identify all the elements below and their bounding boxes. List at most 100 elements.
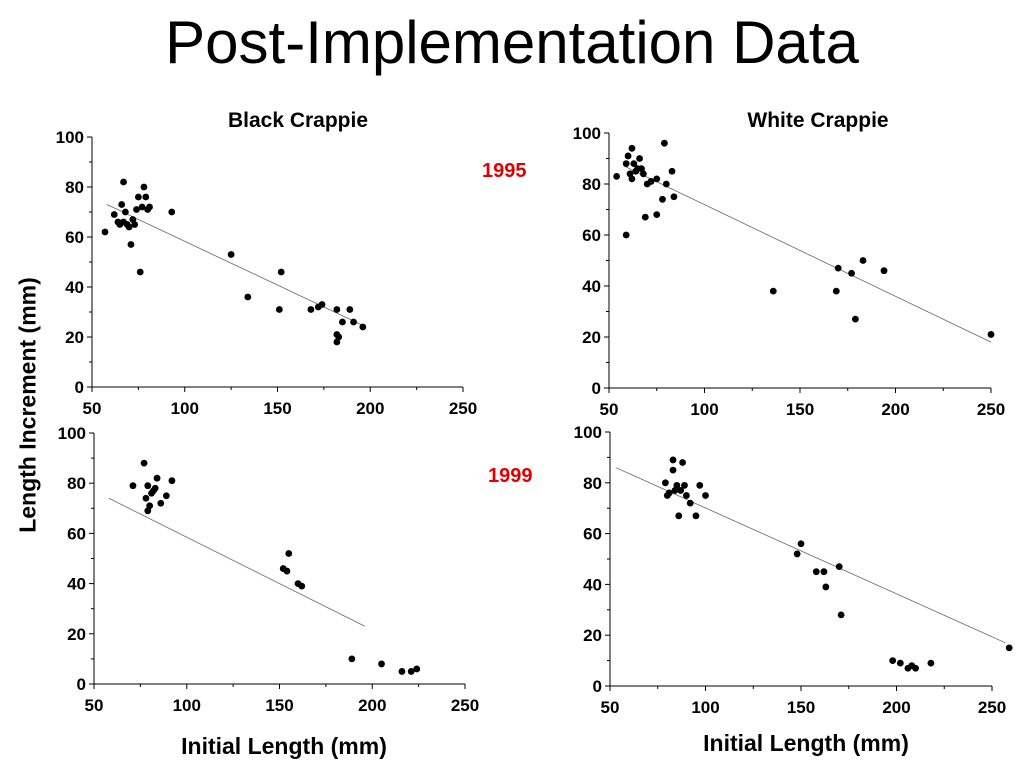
data-point	[146, 502, 154, 510]
y-tick-label: 100	[573, 124, 601, 143]
data-point	[151, 484, 159, 492]
data-point	[622, 231, 630, 239]
data-point	[636, 155, 643, 162]
data-point	[683, 492, 690, 499]
data-point	[335, 333, 343, 341]
data-point	[140, 183, 148, 191]
data-point	[820, 568, 828, 576]
data-point	[144, 482, 152, 490]
x-tick-label: 150	[787, 698, 815, 717]
y-tick-label: 60	[65, 228, 84, 247]
x-tick-label: 50	[600, 400, 619, 419]
data-point	[834, 264, 842, 272]
data-point	[307, 306, 315, 313]
data-point	[359, 323, 367, 331]
data-point	[333, 306, 341, 313]
y-tick-label: 40	[67, 575, 86, 594]
data-point	[639, 170, 647, 178]
data-point	[670, 193, 678, 201]
x-tick-label: 100	[171, 399, 199, 418]
data-point	[859, 257, 867, 264]
y-tick-label: 0	[75, 378, 84, 397]
scatter-panel-white-crappie-1999: 0 20 40 60 80 100 50 100 150 200 250	[574, 423, 1013, 717]
data-point	[127, 241, 135, 248]
y-axis-label: Length Increment (mm)	[14, 277, 41, 533]
data-point	[378, 660, 385, 668]
data-point	[162, 492, 170, 500]
data-point	[681, 481, 688, 489]
data-point	[675, 512, 683, 520]
data-point	[613, 172, 621, 180]
data-point	[318, 301, 326, 308]
data-point	[927, 659, 935, 667]
data-point	[121, 208, 129, 216]
data-point	[110, 211, 118, 218]
y-tick-label: 20	[67, 625, 86, 644]
x-tick-label: 100	[173, 696, 201, 715]
y-tick-label: 80	[582, 175, 601, 194]
y-tick-label: 40	[582, 277, 601, 296]
data-point	[118, 201, 126, 208]
x-tick-label: 200	[881, 400, 909, 419]
data-point	[626, 170, 634, 178]
data-point	[822, 583, 830, 591]
x-axis-label-right: Initial Length (mm)	[703, 730, 909, 756]
data-point	[696, 481, 704, 489]
data-point	[686, 499, 694, 507]
data-point	[630, 160, 638, 168]
x-tick-label: 200	[356, 399, 384, 418]
y-tick-label: 100	[574, 423, 602, 442]
data-point	[665, 489, 673, 497]
data-point	[769, 287, 777, 295]
y-tick-label: 0	[77, 675, 86, 694]
data-point	[889, 657, 897, 664]
y-tick-label: 80	[65, 178, 84, 197]
data-point	[679, 459, 686, 466]
data-point	[641, 213, 649, 221]
scatter-panel-white-crappie-1995: 0 20 40 60 80 100 50 100 150 200 250	[573, 124, 1006, 419]
data-point	[661, 479, 669, 487]
y-tick-label: 20	[582, 328, 601, 347]
data-point	[138, 203, 146, 211]
y-tick-label: 0	[593, 677, 602, 696]
x-tick-label: 150	[263, 399, 291, 418]
x-tick-label: 150	[786, 400, 814, 419]
scatter-panel-black-crappie-1995: 0 20 40 60 80 100 50 100 150 200 250	[56, 128, 478, 418]
x-tick-label: 100	[691, 698, 719, 717]
data-point	[622, 160, 630, 168]
data-point	[668, 167, 676, 175]
page-title: Post-Implementation Data	[165, 9, 859, 76]
data-point	[628, 175, 636, 183]
data-point	[628, 144, 636, 152]
data-point	[662, 180, 670, 188]
data-point	[142, 494, 150, 502]
data-point	[987, 331, 995, 338]
data-point	[797, 540, 805, 548]
data-point	[659, 195, 666, 203]
data-point	[669, 466, 677, 474]
data-point	[142, 193, 150, 201]
data-point	[157, 499, 165, 507]
data-point	[677, 487, 685, 494]
x-tick-label: 250	[978, 698, 1006, 717]
data-point	[298, 582, 306, 590]
data-point	[348, 655, 356, 663]
data-point	[244, 293, 252, 301]
data-point	[346, 306, 354, 313]
x-tick-label: 50	[83, 399, 102, 418]
y-tick-label: 100	[58, 424, 86, 443]
data-point	[350, 318, 357, 326]
y-tick-label: 100	[56, 128, 84, 147]
data-point	[277, 268, 285, 276]
x-tick-label: 150	[265, 696, 293, 715]
x-tick-label: 250	[451, 696, 479, 715]
data-point	[647, 178, 655, 185]
data-point	[851, 315, 859, 323]
data-point	[407, 668, 415, 675]
data-point	[283, 567, 291, 575]
data-point	[669, 456, 677, 464]
x-tick-label: 50	[85, 696, 104, 715]
data-point	[125, 223, 133, 231]
data-point	[673, 481, 681, 489]
year-label-1995: 1995	[482, 160, 527, 182]
